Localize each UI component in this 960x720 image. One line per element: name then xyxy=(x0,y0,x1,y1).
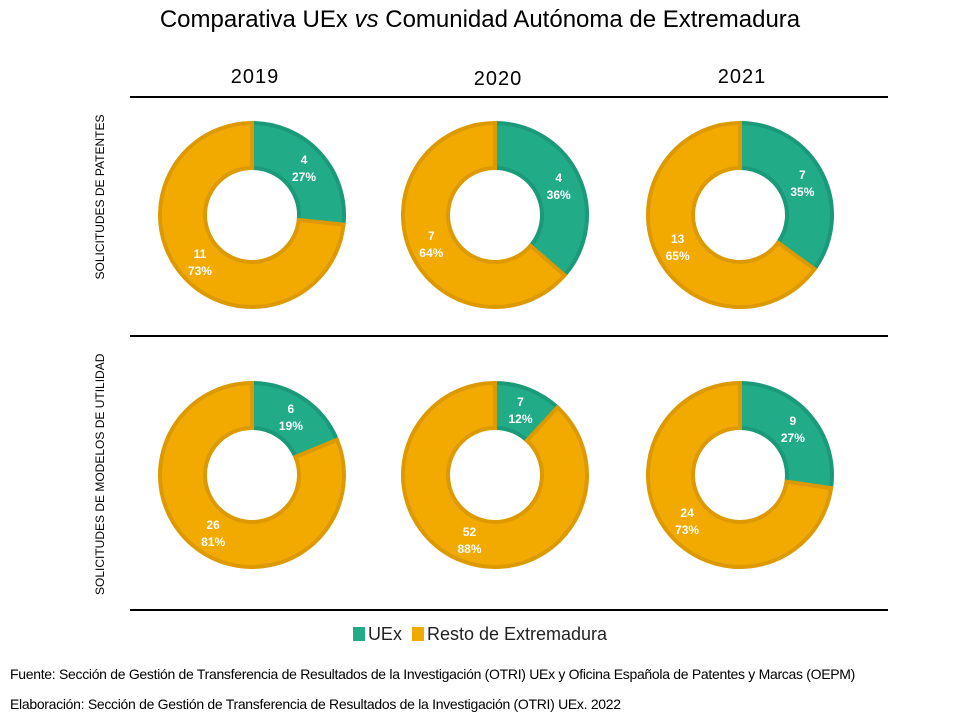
value-label-uex: 6 xyxy=(288,402,295,416)
slice-resto xyxy=(401,380,589,569)
value-label-resto: 7 xyxy=(428,229,435,243)
year-label-2020: 2020 xyxy=(473,68,523,90)
elaboration-note: Elaboración: Sección de Gestión de Trans… xyxy=(10,696,621,712)
slice-resto xyxy=(646,380,834,569)
legend: UEx Resto de Extremadura xyxy=(0,624,960,645)
value-label-resto: 52 xyxy=(463,525,477,539)
title-part: Comunidad Autónoma de Extremadura xyxy=(378,6,801,33)
title-vs: vs xyxy=(354,6,379,33)
value-label-uex: 9 xyxy=(790,414,797,428)
value-label-resto: 13 xyxy=(671,232,685,246)
value-label-uex: 4 xyxy=(301,153,308,167)
year-label-2019: 2019 xyxy=(230,66,280,88)
donut-2019-row2: 6 19% 26 81% xyxy=(158,380,346,569)
pct-label-resto: 73% xyxy=(675,523,699,537)
pct-label-uex: 27% xyxy=(292,170,316,184)
value-label-resto: 11 xyxy=(194,247,207,261)
legend-swatch-uex xyxy=(352,627,365,641)
chart-title: Comparativa UEx vs Comunidad Autónoma de… xyxy=(0,6,960,34)
pct-label-uex: 36% xyxy=(547,188,571,202)
donut-2019-row1: 4 27% 11 73% xyxy=(158,120,346,309)
value-label-resto: 26 xyxy=(206,518,220,532)
legend-label-uex: UEx xyxy=(367,624,402,644)
value-label-uex: 4 xyxy=(555,171,562,185)
pct-label-uex: 12% xyxy=(508,412,532,426)
pct-label-uex: 27% xyxy=(781,431,805,445)
legend-label-resto: Resto de Extremadura xyxy=(426,624,608,644)
slice-resto xyxy=(646,120,818,309)
slice-uex xyxy=(738,380,834,491)
value-label-resto: 24 xyxy=(680,506,694,520)
slice-uex xyxy=(250,120,346,227)
slice-resto xyxy=(158,380,346,569)
value-label-uex: 7 xyxy=(517,395,524,409)
value-label-uex: 7 xyxy=(799,168,806,182)
pct-label-resto: 73% xyxy=(188,264,212,278)
pct-label-uex: 35% xyxy=(790,185,814,199)
pct-label-uex: 19% xyxy=(279,419,303,433)
donut-2021-row1: 7 35% 13 65% xyxy=(646,120,834,309)
donut-2020-row1: 4 36% 7 64% xyxy=(401,120,589,309)
slice-resto xyxy=(158,120,346,309)
divider-middle xyxy=(130,335,888,337)
donut-2020-row2: 7 12% 52 88% xyxy=(401,380,589,569)
pct-label-resto: 64% xyxy=(419,246,443,260)
donut-2021-row2: 9 27% 24 73% xyxy=(646,380,834,569)
title-part: Comparativa UEx xyxy=(159,6,355,33)
pct-label-resto: 65% xyxy=(666,249,690,263)
slice-resto xyxy=(401,120,568,309)
slice-uex xyxy=(738,120,834,272)
legend-swatch-resto xyxy=(411,627,424,641)
divider-bottom xyxy=(130,609,888,611)
source-note: Fuente: Sección de Gestión de Transferen… xyxy=(10,666,856,682)
divider-top xyxy=(130,96,888,98)
pct-label-resto: 81% xyxy=(201,535,225,549)
year-label-2021: 2021 xyxy=(717,66,767,88)
pct-label-resto: 88% xyxy=(457,542,481,556)
slice-uex xyxy=(493,120,589,279)
